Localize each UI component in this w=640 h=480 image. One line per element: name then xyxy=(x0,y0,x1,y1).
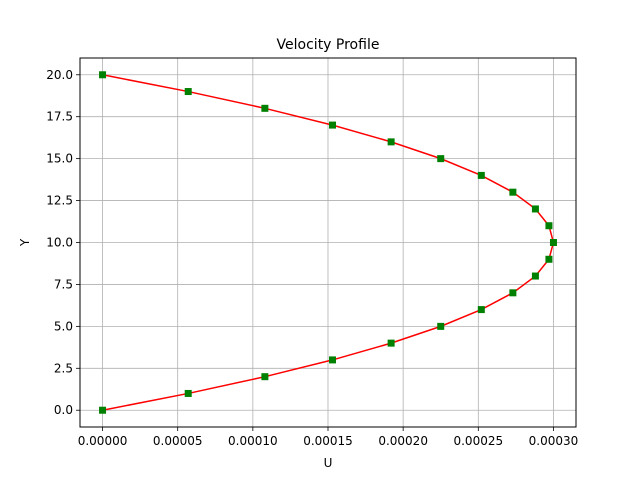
data-point-marker xyxy=(531,205,539,213)
x-tick-label: 0.00005 xyxy=(153,434,203,448)
y-tick-label: 12.5 xyxy=(46,194,73,208)
y-axis-label: Y xyxy=(18,238,32,247)
data-point-marker xyxy=(261,104,269,112)
x-axis-label: U xyxy=(324,456,333,470)
marker-layer xyxy=(99,71,557,414)
y-tick-label: 5.0 xyxy=(54,319,73,333)
data-point-marker xyxy=(99,406,107,414)
data-point-marker xyxy=(531,272,539,280)
x-tick-label: 0.00025 xyxy=(453,434,503,448)
data-point-marker xyxy=(545,222,553,230)
y-tick-label: 0.0 xyxy=(54,403,73,417)
data-point-marker xyxy=(549,239,557,246)
data-point-marker xyxy=(387,339,395,347)
data-point-marker xyxy=(509,289,517,297)
y-axis-ticks: 0.0 2.5 5.0 7.5 10.0 12.5 15.0 17.5 20.0 xyxy=(46,68,80,417)
data-point-marker xyxy=(387,138,395,146)
y-tick-label: 7.5 xyxy=(54,277,73,291)
data-point-marker xyxy=(329,121,337,129)
data-point-marker xyxy=(437,155,445,163)
data-point-marker xyxy=(437,322,445,330)
data-point-marker xyxy=(329,356,337,364)
x-tick-label: 0.00020 xyxy=(378,434,428,448)
data-point-marker xyxy=(509,188,517,196)
x-axis-ticks: 0.00000 0.00005 0.00010 0.00015 0.00020 0.000… xyxy=(78,427,579,448)
x-tick-label: 0.00030 xyxy=(529,434,579,448)
data-point-marker xyxy=(184,389,192,397)
y-tick-label: 20.0 xyxy=(46,68,73,82)
data-point-marker xyxy=(477,306,485,314)
x-tick-label: 0.00015 xyxy=(303,434,353,448)
data-point-marker xyxy=(184,88,192,96)
x-tick-label: 0.00000 xyxy=(78,434,128,448)
chart-title: Velocity Profile xyxy=(277,37,380,53)
y-tick-label: 15.0 xyxy=(46,152,73,166)
data-point-marker xyxy=(261,373,269,381)
y-tick-label: 10.0 xyxy=(46,236,73,250)
data-point-marker xyxy=(99,71,107,79)
y-tick-label: 2.5 xyxy=(54,361,73,375)
x-tick-label: 0.00010 xyxy=(228,434,278,448)
data-point-marker xyxy=(545,255,553,263)
data-point-marker xyxy=(477,171,485,179)
y-tick-label: 17.5 xyxy=(46,110,73,124)
